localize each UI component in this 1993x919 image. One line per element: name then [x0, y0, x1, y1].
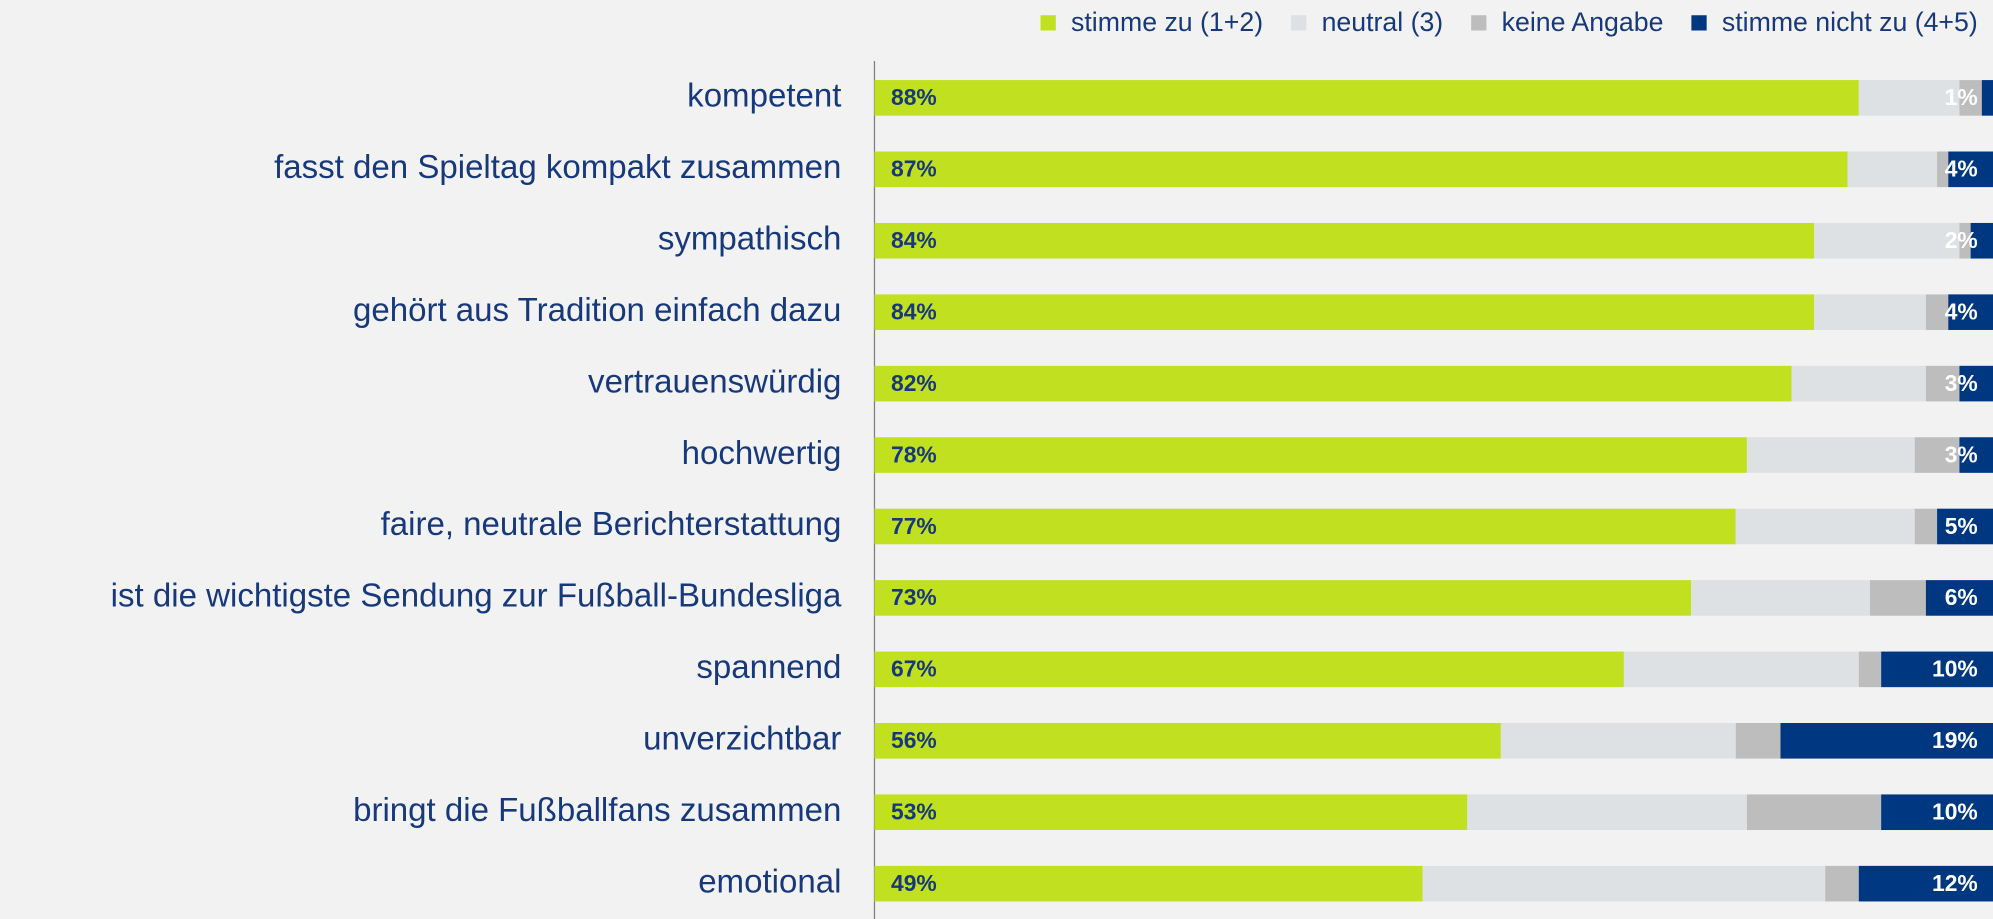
- bar-segment: [1746, 437, 1915, 473]
- bar-segment: [874, 437, 1747, 473]
- value-label: 84%: [891, 227, 937, 253]
- value-label: 73%: [891, 584, 937, 610]
- bar-segment: [1914, 437, 1960, 473]
- legend-label: stimme zu (1+2): [1071, 7, 1263, 37]
- bar-segment: [1925, 365, 1960, 402]
- bar-segment: [1937, 151, 1949, 188]
- bar-segment: [1858, 865, 1993, 902]
- category-label: sympathisch: [658, 220, 842, 257]
- bar-segment: [1925, 580, 1993, 616]
- legend-swatch: [1471, 15, 1487, 31]
- bar-segment: [1690, 580, 1870, 616]
- value-label: 10%: [1932, 799, 1978, 825]
- bar-segment: [1814, 222, 1960, 259]
- value-label: 19%: [1932, 727, 1978, 753]
- bar-segment: [1925, 294, 1949, 330]
- bar-segment: [1735, 722, 1781, 759]
- category-label: unverzichtbar: [643, 721, 841, 758]
- bar-segment: [1814, 294, 1926, 330]
- bar-segment: [1780, 722, 1993, 759]
- bar-segment: [874, 222, 1815, 259]
- category-label: emotional: [698, 863, 841, 900]
- category-label: gehört aus Tradition einfach dazu: [353, 292, 841, 329]
- bar-segment: [874, 508, 1736, 545]
- bar-segment: [874, 151, 1848, 188]
- legend-swatch: [1291, 15, 1307, 31]
- value-label: 78%: [891, 441, 937, 467]
- legend-swatch: [1040, 15, 1056, 31]
- category-label: ist die wichtigste Sendung zur Fußball-B…: [111, 578, 842, 615]
- category-label: vertrauenswürdig: [588, 363, 841, 400]
- value-label: 49%: [891, 870, 937, 896]
- category-label: bringt die Fußballfans zusammen: [353, 792, 841, 829]
- category-label: hochwertig: [682, 435, 842, 472]
- bar-segment: [874, 865, 1423, 902]
- bar-segment: [874, 794, 1468, 831]
- bar-segment: [1735, 508, 1915, 545]
- value-label: 3%: [1945, 370, 1978, 396]
- bar-segment: [1959, 80, 1982, 116]
- value-label: 56%: [891, 727, 937, 753]
- bar-segment: [1948, 151, 1993, 188]
- bar-segment: [1847, 151, 1938, 188]
- legend-label: neutral (3): [1322, 7, 1444, 37]
- bar-segment: [874, 651, 1624, 688]
- bar-segment: [1981, 80, 1993, 116]
- bar-segment: [874, 722, 1501, 759]
- value-label: 67%: [891, 656, 937, 682]
- value-label: 6%: [1945, 584, 1978, 610]
- bar-segment: [1623, 651, 1859, 688]
- bar-segment: [1467, 794, 1747, 831]
- bar-segment: [874, 580, 1691, 616]
- bar-segment: [1914, 508, 1938, 545]
- value-label: 4%: [1945, 156, 1978, 182]
- bar-segment: [1881, 794, 1993, 831]
- bar-segment: [1746, 794, 1882, 831]
- bar-segment: [1948, 294, 1993, 330]
- category-label: faire, neutrale Berichterstattung: [381, 506, 842, 543]
- bar-segment: [1858, 651, 1882, 688]
- legend-label: stimme nicht zu (4+5): [1722, 7, 1978, 37]
- value-label: 87%: [891, 156, 937, 182]
- bar-segment: [1937, 508, 1993, 545]
- bar-segment: [1881, 651, 1993, 688]
- bar-segment: [1500, 722, 1736, 759]
- bar-segment: [1825, 865, 1859, 902]
- value-label: 77%: [891, 513, 937, 539]
- bar-segment: [1959, 365, 1993, 402]
- category-label: kompetent: [687, 78, 841, 115]
- value-label: 12%: [1932, 870, 1978, 896]
- bar-segment: [1422, 865, 1826, 902]
- bar-segment: [1858, 80, 1960, 116]
- value-label: 88%: [891, 84, 937, 110]
- bar-segment: [1959, 437, 1993, 473]
- category-label: fasst den Spieltag kompakt zusammen: [274, 149, 841, 186]
- value-label: 1%: [1945, 84, 1978, 110]
- value-label: 5%: [1945, 513, 1978, 539]
- bar-segment: [1970, 222, 1993, 259]
- bar-segment: [1869, 580, 1926, 616]
- bar-segment: [1791, 365, 1926, 402]
- value-label: 10%: [1932, 656, 1978, 682]
- bar-segment: [874, 80, 1859, 116]
- bar-segment: [1959, 222, 1971, 259]
- value-label: 3%: [1945, 441, 1978, 467]
- value-label: 53%: [891, 799, 937, 825]
- value-label: 82%: [891, 370, 937, 396]
- value-label: 84%: [891, 298, 937, 324]
- bar-segment: [874, 365, 1792, 402]
- bar-segment: [874, 294, 1815, 330]
- legend-swatch: [1691, 15, 1707, 31]
- legend-label: keine Angabe: [1502, 7, 1664, 37]
- value-label: 4%: [1945, 298, 1978, 324]
- category-label: spannend: [696, 649, 841, 686]
- value-label: 2%: [1945, 227, 1978, 253]
